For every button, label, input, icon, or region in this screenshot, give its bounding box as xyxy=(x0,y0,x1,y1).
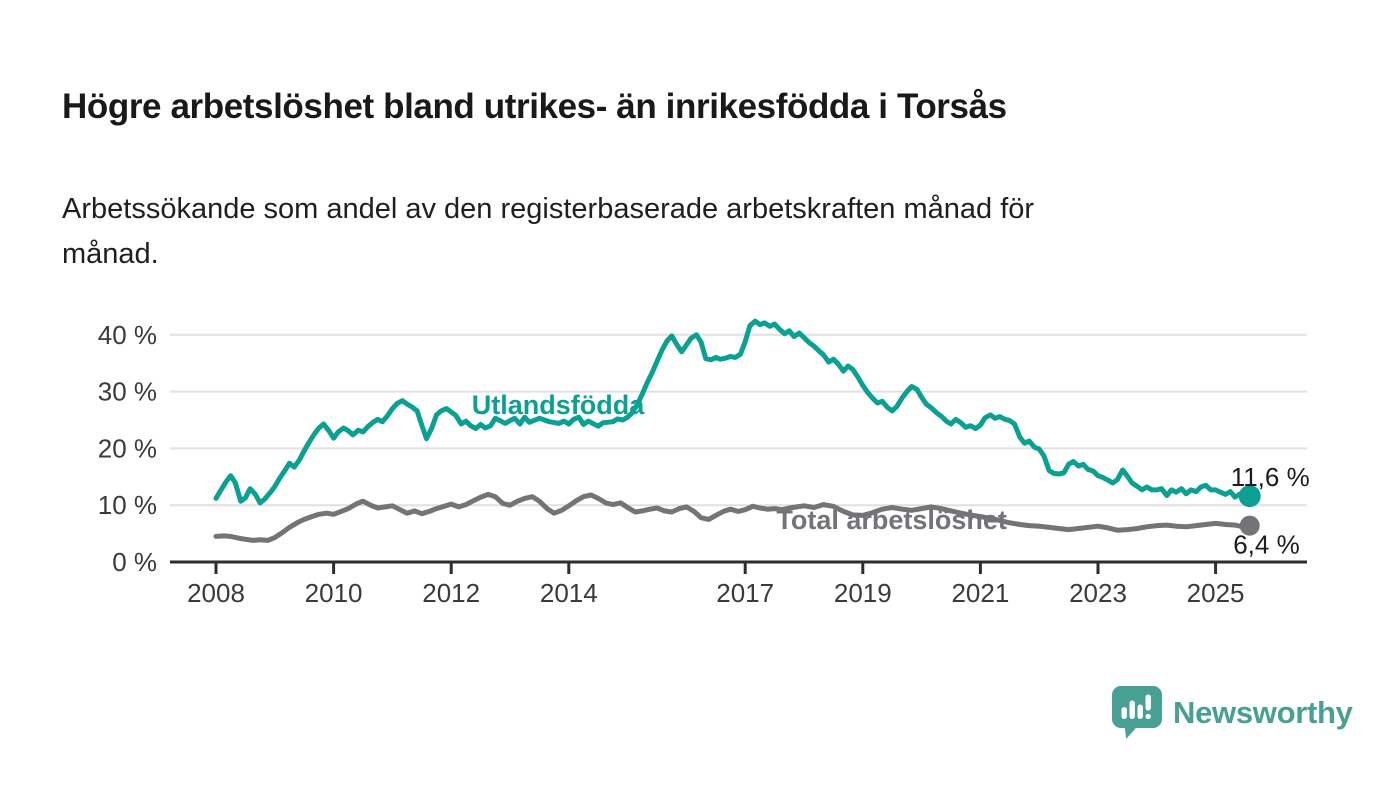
newsworthy-logo-text: Newsworthy xyxy=(1173,694,1353,730)
y-axis-tick-label: 40 % xyxy=(98,320,157,350)
y-axis-tick-label: 10 % xyxy=(98,490,157,520)
newsworthy-logo-icon xyxy=(1112,686,1162,739)
x-axis-tick-label: 2010 xyxy=(305,578,363,608)
x-axis-tick-label: 2023 xyxy=(1069,578,1127,608)
series-label-utlandsfodda: Utlandsfödda xyxy=(472,390,645,420)
x-axis-tick-label: 2008 xyxy=(187,578,245,608)
series-end-dot xyxy=(1239,515,1260,536)
series-end-dot xyxy=(1238,485,1261,508)
x-axis-tick-label: 2021 xyxy=(951,578,1009,608)
x-axis-tick-label: 2017 xyxy=(716,578,774,608)
series-end-value-label: 11,6 % xyxy=(1231,462,1310,492)
series-line-total xyxy=(213,491,1253,543)
series-line-utlandsfodda xyxy=(213,318,1253,506)
page-title: Högre arbetslöshet bland utrikes- än inr… xyxy=(62,87,1007,127)
x-axis-tick-label: 2014 xyxy=(540,578,598,608)
y-axis-tick-label: 30 % xyxy=(98,377,157,407)
x-axis-tick-label: 2025 xyxy=(1187,578,1245,608)
y-axis-tick-label: 0 % xyxy=(112,547,157,577)
y-axis-tick-label: 20 % xyxy=(98,433,157,463)
series-label-total: Total arbetslöshet xyxy=(776,505,1007,535)
series-end-value-label: 6,4 % xyxy=(1233,530,1300,560)
x-axis-tick-label: 2019 xyxy=(834,578,892,608)
newsworthy-logo: Newsworthy xyxy=(1112,686,1353,739)
x-axis-tick-label: 2012 xyxy=(422,578,480,608)
page-subtitle: Arbetssökande som andel av den registerb… xyxy=(62,193,1035,270)
